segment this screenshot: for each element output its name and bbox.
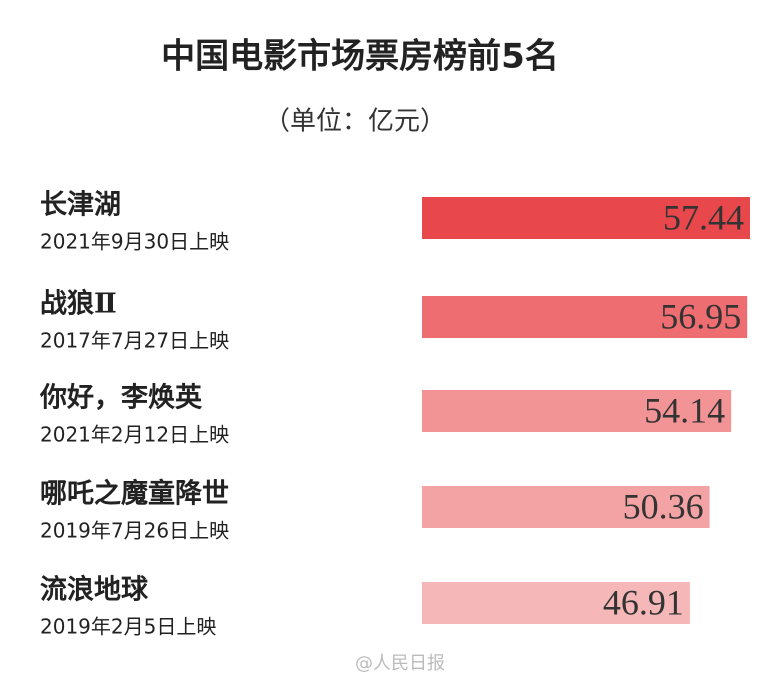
value-label: 57.44: [663, 197, 744, 237]
category-label: 你好，李焕英: [39, 383, 203, 414]
release-date: 2017年7月27日上映: [40, 329, 229, 353]
value-label: 54.14: [644, 390, 725, 430]
release-date: 2019年2月5日上映: [40, 615, 216, 639]
category-label: 战狼Ⅱ: [40, 288, 117, 320]
category-label: 长津湖: [40, 190, 121, 221]
watermark: @人民日报: [355, 653, 445, 674]
bar: [422, 197, 750, 239]
value-label: 46.91: [603, 582, 684, 622]
category-label: 流浪地球: [40, 574, 149, 606]
bar: [422, 486, 710, 528]
release-date: 2021年9月30日上映: [40, 230, 229, 254]
chart-title: 中国电影市场票房榜前5名: [161, 37, 559, 77]
bar: [422, 582, 690, 624]
release-date: 2019年7月26日上映: [40, 519, 229, 543]
release-date: 2021年2月12日上映: [40, 423, 229, 447]
bar: [422, 390, 732, 432]
value-label: 50.36: [623, 486, 704, 526]
chart-subtitle: （单位：亿元）: [264, 107, 446, 137]
value-label: 56.95: [660, 296, 741, 336]
category-label: 哪吒之魔童降世: [40, 478, 229, 510]
bar: [422, 296, 748, 338]
